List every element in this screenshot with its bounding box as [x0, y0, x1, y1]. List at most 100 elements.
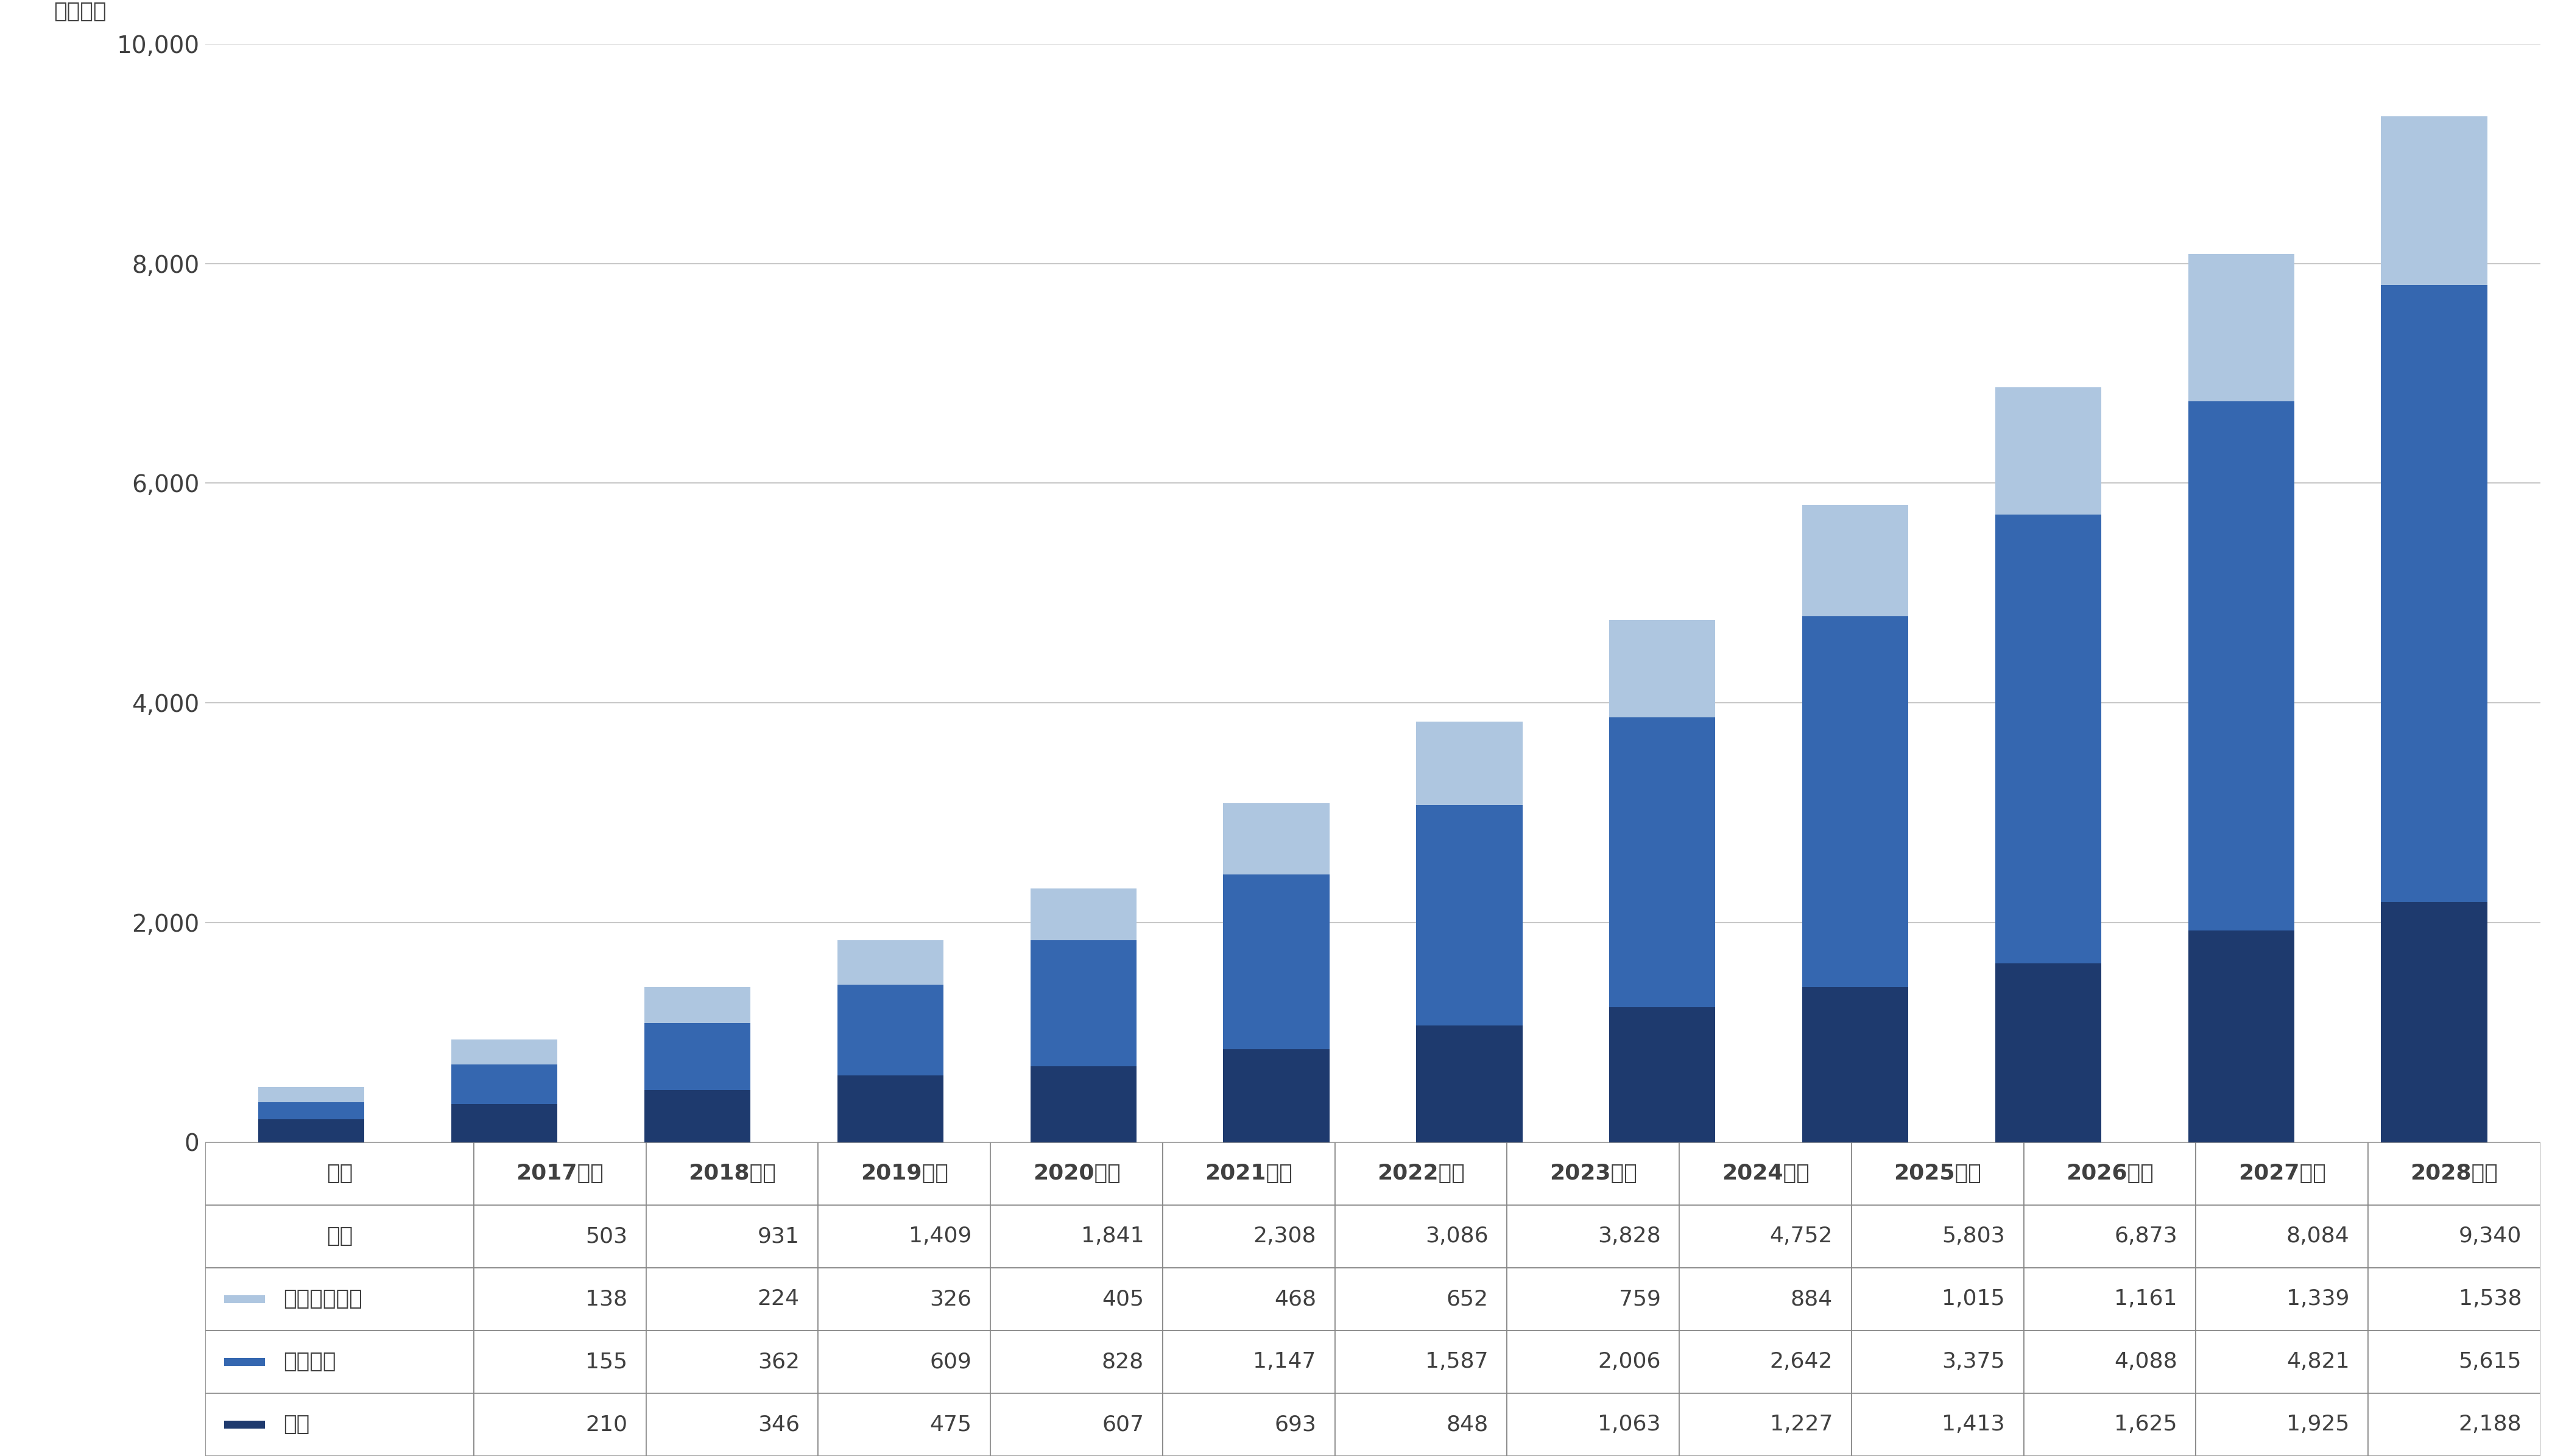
Text: 1,538: 1,538: [2458, 1289, 2522, 1309]
Text: 3,375: 3,375: [1942, 1351, 2004, 1372]
Bar: [990, 1393, 1162, 1456]
Bar: [2368, 1206, 2540, 1268]
Bar: [1224, 875, 1329, 1048]
Text: 652: 652: [1447, 1289, 1488, 1309]
Text: 1,841: 1,841: [1080, 1226, 1144, 1246]
Bar: [223, 1358, 264, 1366]
Bar: [990, 1331, 1162, 1393]
Bar: [1506, 1393, 1678, 1456]
Bar: [1801, 616, 1909, 987]
Text: 1,147: 1,147: [1252, 1351, 1316, 1372]
Text: 475: 475: [929, 1414, 973, 1436]
Text: 5,803: 5,803: [1942, 1226, 2004, 1246]
Bar: [1416, 722, 1522, 805]
Bar: [2196, 1393, 2368, 1456]
Text: 6,873: 6,873: [2114, 1226, 2176, 1246]
Text: 609: 609: [929, 1351, 973, 1372]
Text: 607: 607: [1101, 1414, 1144, 1436]
Bar: [259, 1102, 364, 1120]
Bar: [475, 1331, 647, 1393]
Text: 年度: 年度: [326, 1163, 352, 1184]
Bar: [1162, 1142, 1334, 1206]
Text: 1,413: 1,413: [1942, 1414, 2004, 1436]
Text: 884: 884: [1791, 1289, 1832, 1309]
Bar: [1853, 1206, 2025, 1268]
Bar: [2196, 1206, 2368, 1268]
Text: 326: 326: [929, 1289, 973, 1309]
Text: 2026年度: 2026年度: [2066, 1163, 2153, 1184]
Bar: [205, 1393, 475, 1456]
Bar: [1678, 1393, 1853, 1456]
Text: 1,015: 1,015: [1942, 1289, 2004, 1309]
Bar: [819, 1142, 990, 1206]
Text: 2,642: 2,642: [1771, 1351, 1832, 1372]
Bar: [205, 1268, 475, 1331]
Bar: [819, 1393, 990, 1456]
Text: 2,006: 2,006: [1599, 1351, 1660, 1372]
Bar: [1853, 1331, 2025, 1393]
Text: 346: 346: [757, 1414, 801, 1436]
Bar: [1224, 804, 1329, 875]
Text: 4,752: 4,752: [1771, 1226, 1832, 1246]
Bar: [223, 1421, 264, 1428]
Bar: [647, 1331, 819, 1393]
Bar: [990, 1142, 1162, 1206]
Text: 周辺サービス: 周辺サービス: [282, 1289, 362, 1309]
Bar: [452, 1040, 557, 1064]
Text: 2023年度: 2023年度: [1550, 1163, 1637, 1184]
Text: 8,084: 8,084: [2286, 1226, 2350, 1246]
Text: 1,339: 1,339: [2286, 1289, 2350, 1309]
Bar: [259, 1086, 364, 1102]
Bar: [1678, 1268, 1853, 1331]
Bar: [1162, 1206, 1334, 1268]
Bar: [1032, 941, 1137, 1066]
Text: 1,409: 1,409: [908, 1226, 973, 1246]
Bar: [644, 987, 749, 1024]
Text: 4,821: 4,821: [2286, 1351, 2350, 1372]
Bar: [1416, 805, 1522, 1025]
Bar: [647, 1142, 819, 1206]
Bar: [647, 1393, 819, 1456]
Bar: [1162, 1268, 1334, 1331]
Bar: [205, 1206, 475, 1268]
Bar: [647, 1268, 819, 1331]
Text: 2025年度: 2025年度: [1894, 1163, 1981, 1184]
Bar: [452, 1104, 557, 1142]
Text: 2018年度: 2018年度: [688, 1163, 775, 1184]
Text: 468: 468: [1275, 1289, 1316, 1309]
Bar: [2189, 253, 2294, 400]
Text: 1,063: 1,063: [1599, 1414, 1660, 1436]
Bar: [1678, 1331, 1853, 1393]
Bar: [1334, 1206, 1506, 1268]
Bar: [2196, 1331, 2368, 1393]
Bar: [2025, 1331, 2196, 1393]
Text: 931: 931: [757, 1226, 801, 1246]
Bar: [837, 984, 944, 1076]
Bar: [1801, 505, 1909, 616]
Bar: [1609, 620, 1714, 718]
Bar: [2189, 930, 2294, 1142]
Bar: [475, 1142, 647, 1206]
Bar: [2368, 1268, 2540, 1331]
Text: 5,615: 5,615: [2458, 1351, 2522, 1372]
Bar: [1853, 1393, 2025, 1456]
Bar: [990, 1268, 1162, 1331]
Bar: [1996, 514, 2102, 964]
Bar: [2368, 1142, 2540, 1206]
Text: 4,088: 4,088: [2114, 1351, 2176, 1372]
Bar: [644, 1091, 749, 1142]
Text: 759: 759: [1619, 1289, 1660, 1309]
Text: 1,625: 1,625: [2114, 1414, 2176, 1436]
Bar: [990, 1206, 1162, 1268]
Text: 848: 848: [1447, 1414, 1488, 1436]
Text: サービス: サービス: [282, 1351, 336, 1372]
Text: 2,308: 2,308: [1252, 1226, 1316, 1246]
Text: 828: 828: [1101, 1351, 1144, 1372]
Text: 2022年度: 2022年度: [1378, 1163, 1465, 1184]
Text: 3,828: 3,828: [1599, 1226, 1660, 1246]
Bar: [1032, 1066, 1137, 1142]
Bar: [1032, 888, 1137, 941]
Text: 503: 503: [585, 1226, 626, 1246]
Bar: [205, 1331, 475, 1393]
Text: 1,227: 1,227: [1771, 1414, 1832, 1436]
